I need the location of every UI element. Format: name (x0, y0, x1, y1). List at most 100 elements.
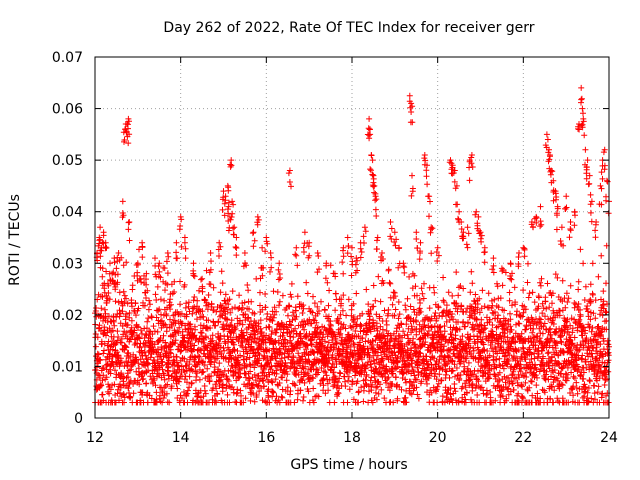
data-point (126, 237, 133, 244)
data-point (228, 162, 235, 169)
data-point (373, 365, 380, 372)
data-point (318, 365, 325, 371)
data-point (471, 298, 478, 305)
data-point (265, 392, 272, 399)
data-point (560, 242, 567, 249)
data-point (135, 334, 142, 341)
data-point (465, 359, 472, 366)
data-point (426, 305, 433, 312)
data-point (233, 390, 240, 397)
data-point (521, 246, 528, 253)
data-point (588, 395, 595, 402)
data-point (383, 379, 390, 386)
data-point (155, 307, 162, 314)
data-point (434, 383, 441, 390)
data-point (123, 295, 129, 302)
data-point (549, 168, 556, 175)
data-point (602, 308, 609, 315)
data-point (547, 358, 554, 365)
data-point (125, 219, 132, 226)
data-point (455, 292, 462, 299)
data-point (361, 240, 367, 246)
data-point (509, 302, 515, 309)
data-point (375, 390, 382, 397)
data-point (367, 377, 374, 384)
data-point (517, 361, 524, 368)
data-point (413, 229, 420, 236)
data-point (225, 359, 232, 365)
data-point (310, 293, 316, 300)
data-point (279, 394, 286, 401)
data-point (387, 219, 394, 225)
data-point (558, 381, 565, 388)
data-point (497, 318, 504, 325)
data-point (143, 270, 150, 277)
data-point (198, 369, 205, 376)
data-point (599, 175, 606, 182)
data-point (544, 280, 551, 287)
data-point (383, 321, 390, 328)
data-point (463, 355, 470, 362)
data-point (497, 295, 504, 302)
data-point (372, 193, 379, 200)
data-point (353, 255, 360, 262)
data-point (162, 287, 168, 294)
data-point (456, 284, 462, 291)
data-point (485, 290, 492, 297)
data-point (580, 369, 587, 376)
data-point (431, 289, 438, 296)
data-point (412, 283, 419, 290)
data-point (441, 299, 447, 305)
data-point (445, 289, 452, 296)
data-point (286, 303, 293, 310)
data-point (529, 392, 536, 399)
data-point (188, 379, 195, 386)
data-point (287, 333, 294, 340)
data-point (449, 292, 456, 299)
data-point (125, 125, 131, 132)
data-point (475, 378, 482, 385)
data-point (264, 240, 271, 247)
data-point (193, 373, 200, 380)
data-point (274, 289, 281, 295)
data-point (502, 317, 509, 324)
data-point (220, 326, 227, 333)
data-point (184, 379, 190, 386)
data-point (252, 322, 259, 329)
data-point (525, 260, 531, 267)
y-tick-label: 0.07 (52, 50, 83, 66)
data-point (92, 343, 99, 350)
data-point (121, 394, 128, 401)
data-point (420, 295, 427, 302)
data-point (549, 354, 555, 361)
data-point (216, 253, 222, 259)
data-point (451, 361, 458, 368)
data-point (587, 298, 594, 305)
data-point (551, 367, 558, 373)
data-point (446, 347, 453, 354)
data-point (101, 306, 108, 313)
data-point (231, 224, 238, 231)
data-point (177, 223, 184, 229)
data-point (326, 287, 333, 294)
data-point (360, 398, 367, 405)
data-point (595, 273, 602, 280)
data-point (580, 118, 587, 125)
data-point (579, 105, 586, 112)
data-point (135, 365, 142, 372)
data-point (531, 299, 538, 306)
data-point (590, 345, 597, 352)
data-point (501, 333, 508, 340)
data-point (133, 354, 139, 361)
data-point (220, 372, 227, 378)
data-point (218, 268, 225, 275)
data-point (567, 227, 574, 234)
data-point (332, 307, 339, 314)
data-point (125, 374, 132, 380)
data-point (320, 382, 327, 389)
data-point (416, 349, 423, 356)
data-point (472, 310, 478, 317)
data-point (535, 303, 542, 310)
data-point (446, 374, 453, 381)
data-point (582, 146, 589, 153)
